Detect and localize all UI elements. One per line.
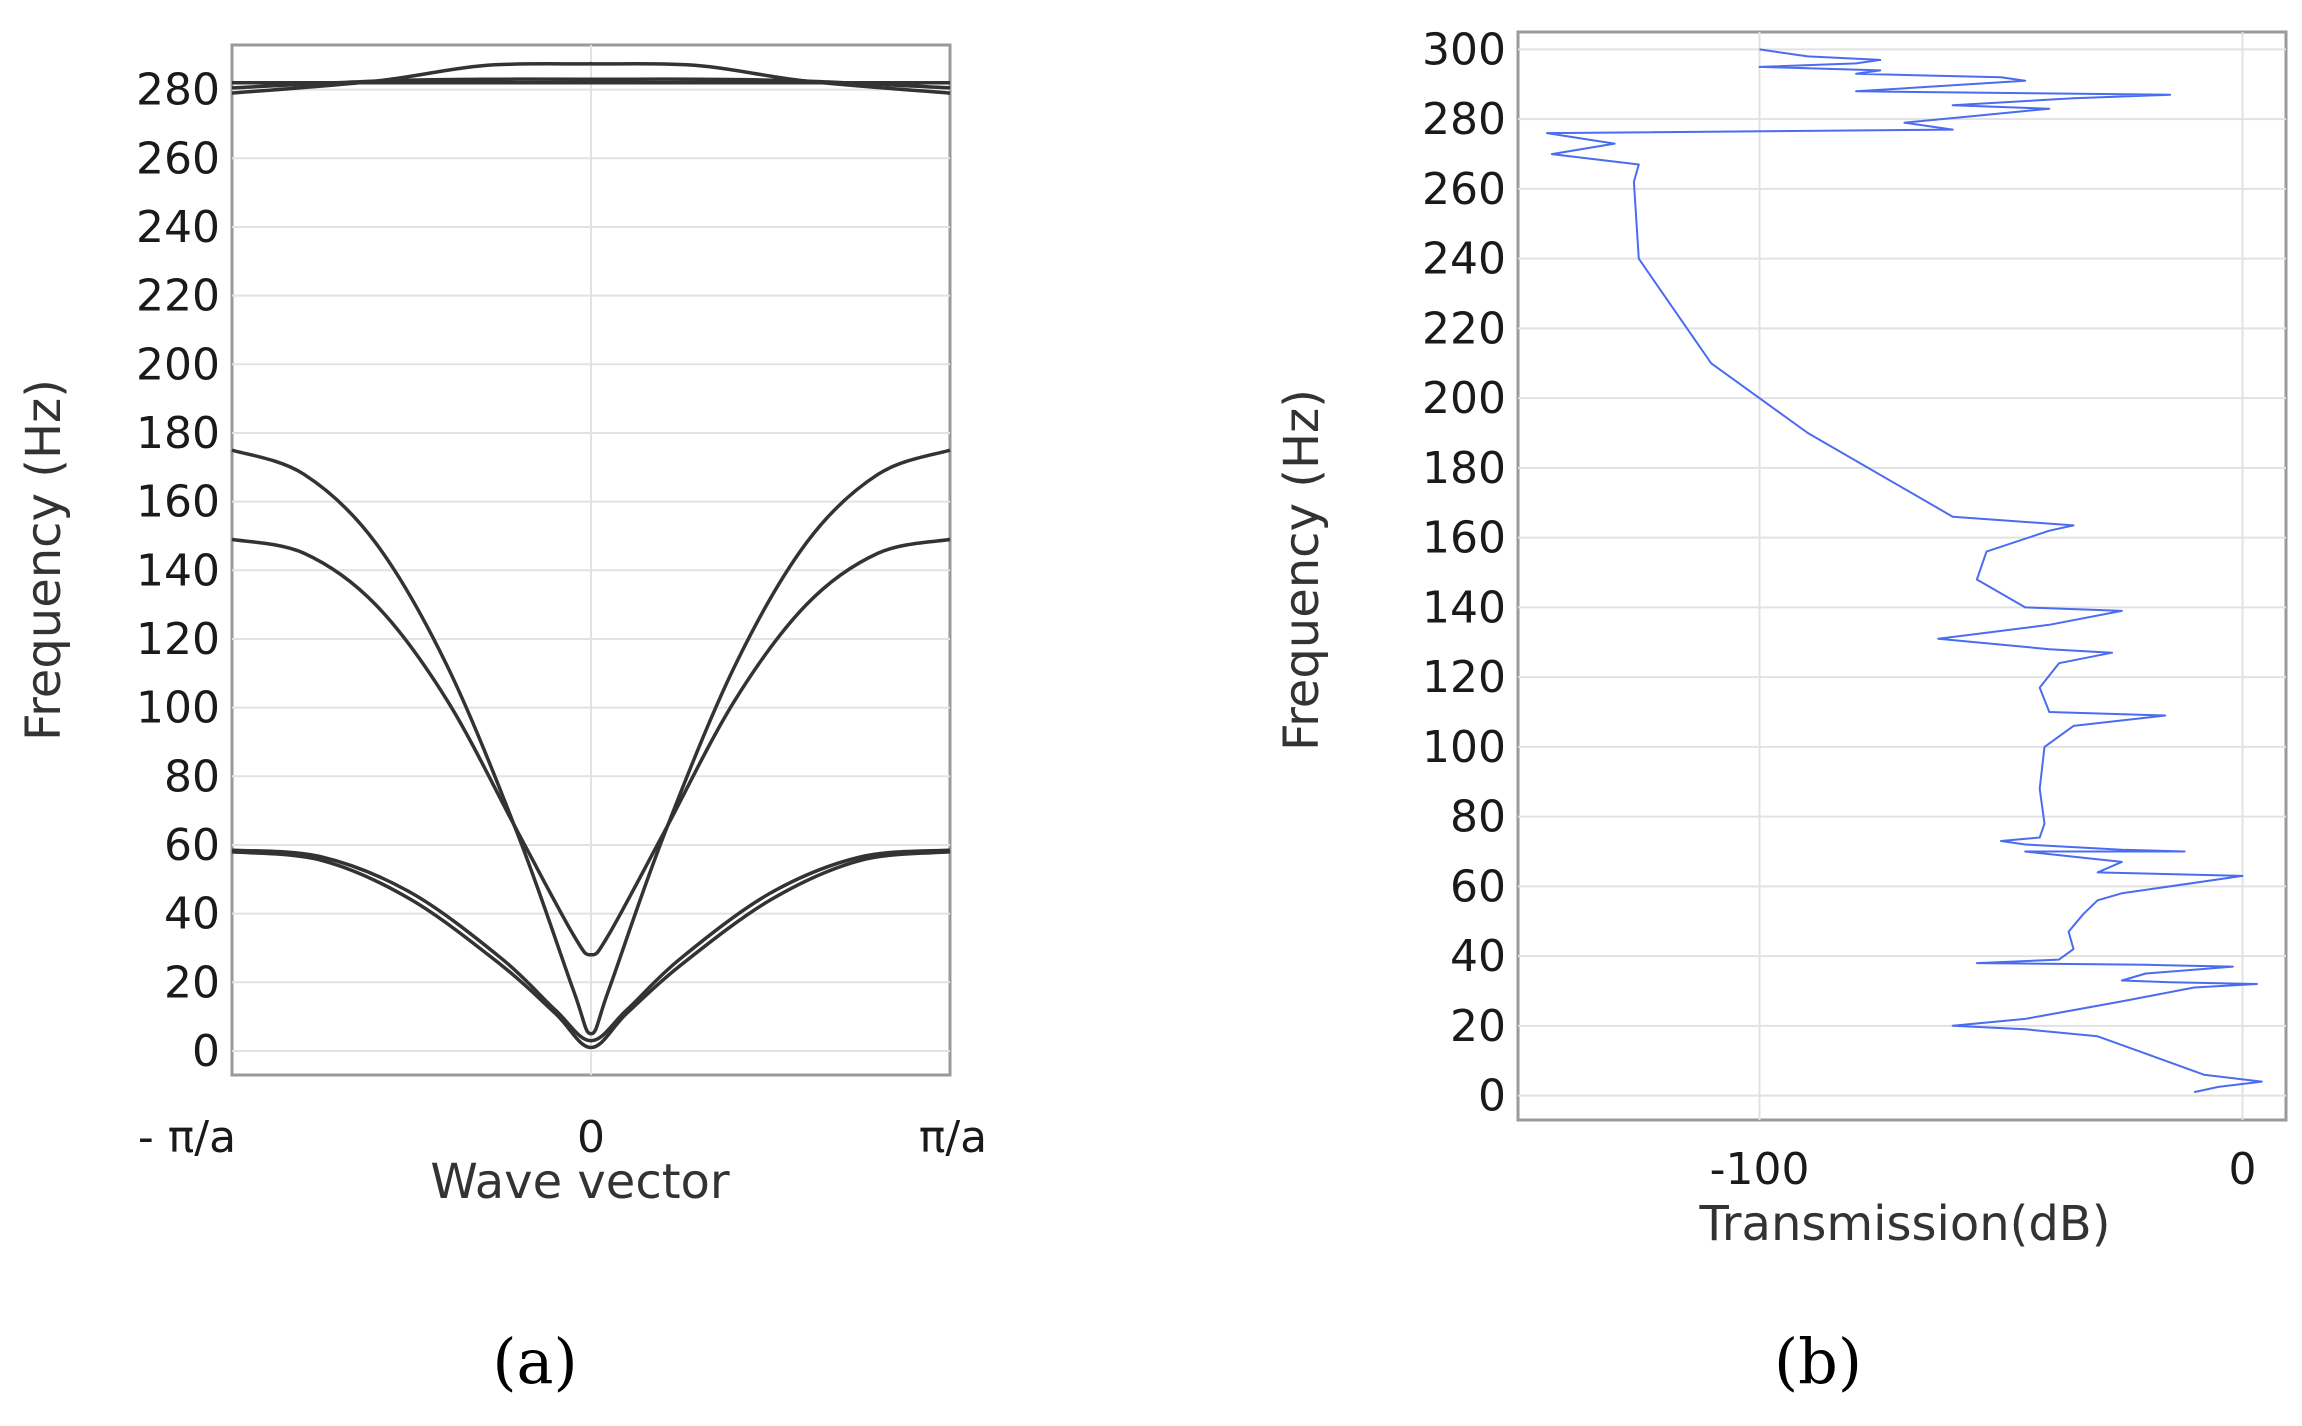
panel-b-caption: (b) [1774,1325,1862,1398]
panel-a-y-tick-label: 80 [164,751,220,802]
panel-a-band-4-line [231,448,951,1036]
panel-b-y-tick-label: 280 [1422,94,1506,145]
panel-b-y-tick-label: 300 [1422,24,1506,75]
panel-b-x-tick-labels: -100 0 [1710,1144,2257,1195]
panel-b-y-tick-label: 0 [1478,1071,1506,1122]
panel-a-y-tick-label: 220 [136,271,220,322]
panel-a-grid [232,45,950,1075]
panel-a-y-tick-label: 0 [192,1026,220,1077]
panel-b-y-tick-label: 20 [1450,1001,1506,1052]
panel-a-y-tick-label: 60 [164,820,220,871]
panel-b-grid [1518,32,2286,1120]
panel-a-y-tick-label: 40 [164,889,220,940]
panel-a-y-tick-label: 160 [136,477,220,528]
panel-a-y-tick-label: 120 [136,614,220,665]
panel-a-y-axis-label: Frequency (Hz) [16,379,72,741]
panel-a-x-tick-right: π/a [919,1112,987,1163]
panel-b-y-tick-label: 60 [1450,861,1506,912]
panel-a-y-tick-label: 240 [136,202,220,253]
panel-a-band-1-line [231,850,951,1050]
panel-b-y-tick-label: 160 [1422,513,1506,564]
panel-a-y-tick-label: 180 [136,408,220,459]
panel-a-y-tick-labels: 0 20 40 60 80 100 120 140 160 180 200 220 240 260 280 [136,65,220,1077]
panel-b-y-tick-labels: 0 20 40 60 80 100 120 140 160 180 200 220 240 260 280 3… [1422,24,1506,1121]
panel-b-y-tick-label: 140 [1422,582,1506,633]
panel-b-y-tick-label: 260 [1422,164,1506,215]
panel-a-y-tick-label: 20 [164,957,220,1008]
panel-a-band-3-line [231,537,951,957]
panel-b-y-tick-label: 120 [1422,652,1506,703]
panel-a-x-axis-label: Wave vector [430,1154,730,1210]
panel-a-series [231,61,951,1050]
panel-b-transmission-line [1546,48,2263,1094]
panel-a-y-tick-label: 200 [136,339,220,390]
panel-a-y-tick-label: 140 [136,545,220,596]
panel-a-caption: (a) [492,1325,577,1398]
panel-a-x-tick-center: 0 [577,1112,605,1163]
panel-a-x-tick-left: - π/a [138,1112,236,1163]
panel-a-y-tick-label: 280 [136,65,220,116]
panel-b-plot-area [1516,30,2288,1122]
panel-a-y-tick-label: 260 [136,133,220,184]
panel-b-y-tick-label: 200 [1422,373,1506,424]
panel-a: 020406080100120140160180200220240260280 … [16,43,987,1398]
panel-a-band-2-line [231,848,951,1043]
panel-b-y-tick-label: 180 [1422,443,1506,494]
panel-b-y-axis-label: Frequency (Hz) [1274,389,1330,751]
panel-a-y-tick-label: 100 [136,683,220,734]
panel-b-series [1546,48,2263,1094]
panel-b-y-tick-label: 100 [1422,722,1506,773]
panel-b-x-tick-label: 0 [2229,1144,2257,1195]
panel-b-y-tick-label: 80 [1450,792,1506,843]
panel-b-x-tick-label: -100 [1710,1144,1810,1195]
panel-b-y-tick-label: 40 [1450,931,1506,982]
panel-b-y-tick-label: 220 [1422,303,1506,354]
panel-b: 0 20 40 60 80 100 120 140 160 180 200 220 240 260 280 3… [1274,24,2288,1398]
panel-b-y-tick-label: 240 [1422,234,1506,285]
panel-b-x-axis-label: Transmission(dB) [1699,1196,2111,1252]
